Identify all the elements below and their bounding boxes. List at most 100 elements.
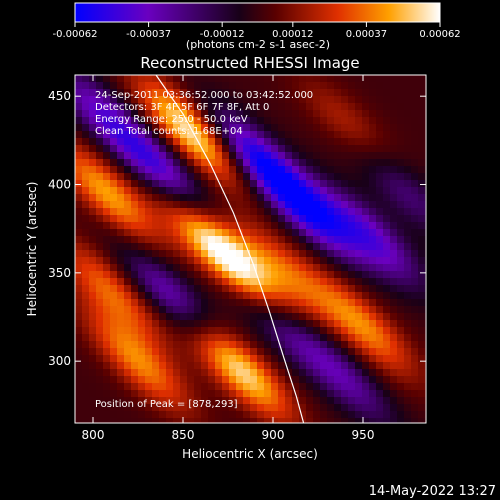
heatmap-cell <box>383 145 391 153</box>
heatmap-cell <box>159 180 167 188</box>
heatmap-cell <box>229 250 237 258</box>
heatmap-cell <box>313 180 321 188</box>
heatmap-cell <box>411 271 419 279</box>
heatmap-cell <box>320 145 328 153</box>
heatmap-cell <box>138 82 146 90</box>
heatmap-cell <box>96 327 104 335</box>
heatmap-cell <box>103 292 111 300</box>
heatmap-cell <box>124 355 132 363</box>
heatmap-cell <box>229 320 237 328</box>
heatmap-cell <box>334 327 342 335</box>
heatmap-cell <box>222 327 230 335</box>
heatmap-cell <box>250 103 258 111</box>
heatmap-cell <box>110 341 118 349</box>
heatmap-cell <box>278 383 286 391</box>
heatmap-cell <box>341 152 349 160</box>
heatmap-cell <box>173 257 181 265</box>
heatmap-cell <box>299 124 307 132</box>
heatmap-cell <box>117 194 125 202</box>
heatmap-cell <box>404 264 412 272</box>
heatmap-cell <box>348 243 356 251</box>
heatmap-cell <box>215 166 223 174</box>
heatmap-cell <box>82 250 90 258</box>
heatmap-cell <box>355 215 363 223</box>
heatmap-cell <box>222 292 230 300</box>
heatmap-cell <box>180 355 188 363</box>
heatmap-cell <box>201 320 209 328</box>
heatmap-cell <box>110 278 118 286</box>
heatmap-cell <box>180 306 188 314</box>
heatmap-cell <box>397 201 405 209</box>
heatmap-cell <box>180 320 188 328</box>
heatmap-cell <box>236 229 244 237</box>
heatmap-cell <box>369 313 377 321</box>
heatmap-cell <box>152 362 160 370</box>
heatmap-cell <box>404 215 412 223</box>
heatmap-cell <box>159 264 167 272</box>
heatmap-cell <box>278 369 286 377</box>
heatmap-cell <box>390 264 398 272</box>
heatmap-cell <box>173 180 181 188</box>
heatmap-cell <box>96 355 104 363</box>
heatmap-cell <box>320 159 328 167</box>
heatmap-cell <box>131 299 139 307</box>
heatmap-cell <box>397 89 405 97</box>
heatmap-cell <box>271 313 279 321</box>
heatmap-cell <box>383 299 391 307</box>
heatmap-cell <box>313 124 321 132</box>
heatmap-cell <box>404 299 412 307</box>
heatmap-cell <box>152 82 160 90</box>
heatmap-cell <box>411 243 419 251</box>
heatmap-cell <box>278 285 286 293</box>
heatmap-cell <box>334 152 342 160</box>
heatmap-cell <box>194 145 202 153</box>
heatmap-cell <box>96 159 104 167</box>
heatmap-cell <box>341 75 349 83</box>
heatmap-cell <box>180 173 188 181</box>
heatmap-cell <box>376 341 384 349</box>
heatmap-cell <box>243 229 251 237</box>
heatmap-cell <box>376 418 384 423</box>
heatmap-cell <box>397 348 405 356</box>
heatmap-cell <box>250 264 258 272</box>
heatmap-cell <box>411 334 419 342</box>
heatmap-cell <box>110 404 118 412</box>
heatmap-cell <box>299 355 307 363</box>
heatmap-cell <box>166 271 174 279</box>
heatmap-cell <box>418 103 426 111</box>
heatmap-cell <box>131 327 139 335</box>
heatmap-cell <box>180 236 188 244</box>
heatmap-cell <box>166 376 174 384</box>
heatmap-cell <box>292 411 300 419</box>
heatmap-cell <box>236 166 244 174</box>
heatmap-cell <box>159 152 167 160</box>
heatmap-cell <box>257 103 265 111</box>
heatmap-cell <box>271 194 279 202</box>
heatmap-cell <box>138 110 146 118</box>
heatmap-cell <box>208 96 216 104</box>
heatmap-cell <box>285 376 293 384</box>
heatmap-cell <box>96 180 104 188</box>
heatmap-cell <box>180 271 188 279</box>
heatmap-cell <box>138 250 146 258</box>
heatmap-cell <box>362 173 370 181</box>
heatmap-cell <box>243 271 251 279</box>
heatmap-cell <box>292 299 300 307</box>
heatmap-cell <box>152 215 160 223</box>
heatmap-cell <box>208 138 216 146</box>
heatmap-cell <box>201 152 209 160</box>
heatmap-cell <box>334 362 342 370</box>
colorbar-tick-label: 0.00062 <box>419 29 460 40</box>
heatmap-cell <box>369 215 377 223</box>
heatmap-cell <box>320 173 328 181</box>
heatmap-cell <box>362 89 370 97</box>
heatmap-cell <box>138 271 146 279</box>
heatmap-cell <box>292 138 300 146</box>
heatmap-cell <box>264 103 272 111</box>
heatmap-cell <box>250 208 258 216</box>
heatmap-cell <box>257 96 265 104</box>
heatmap-cell <box>236 362 244 370</box>
heatmap-cell <box>159 89 167 97</box>
heatmap-cell <box>159 208 167 216</box>
heatmap-cell <box>285 271 293 279</box>
